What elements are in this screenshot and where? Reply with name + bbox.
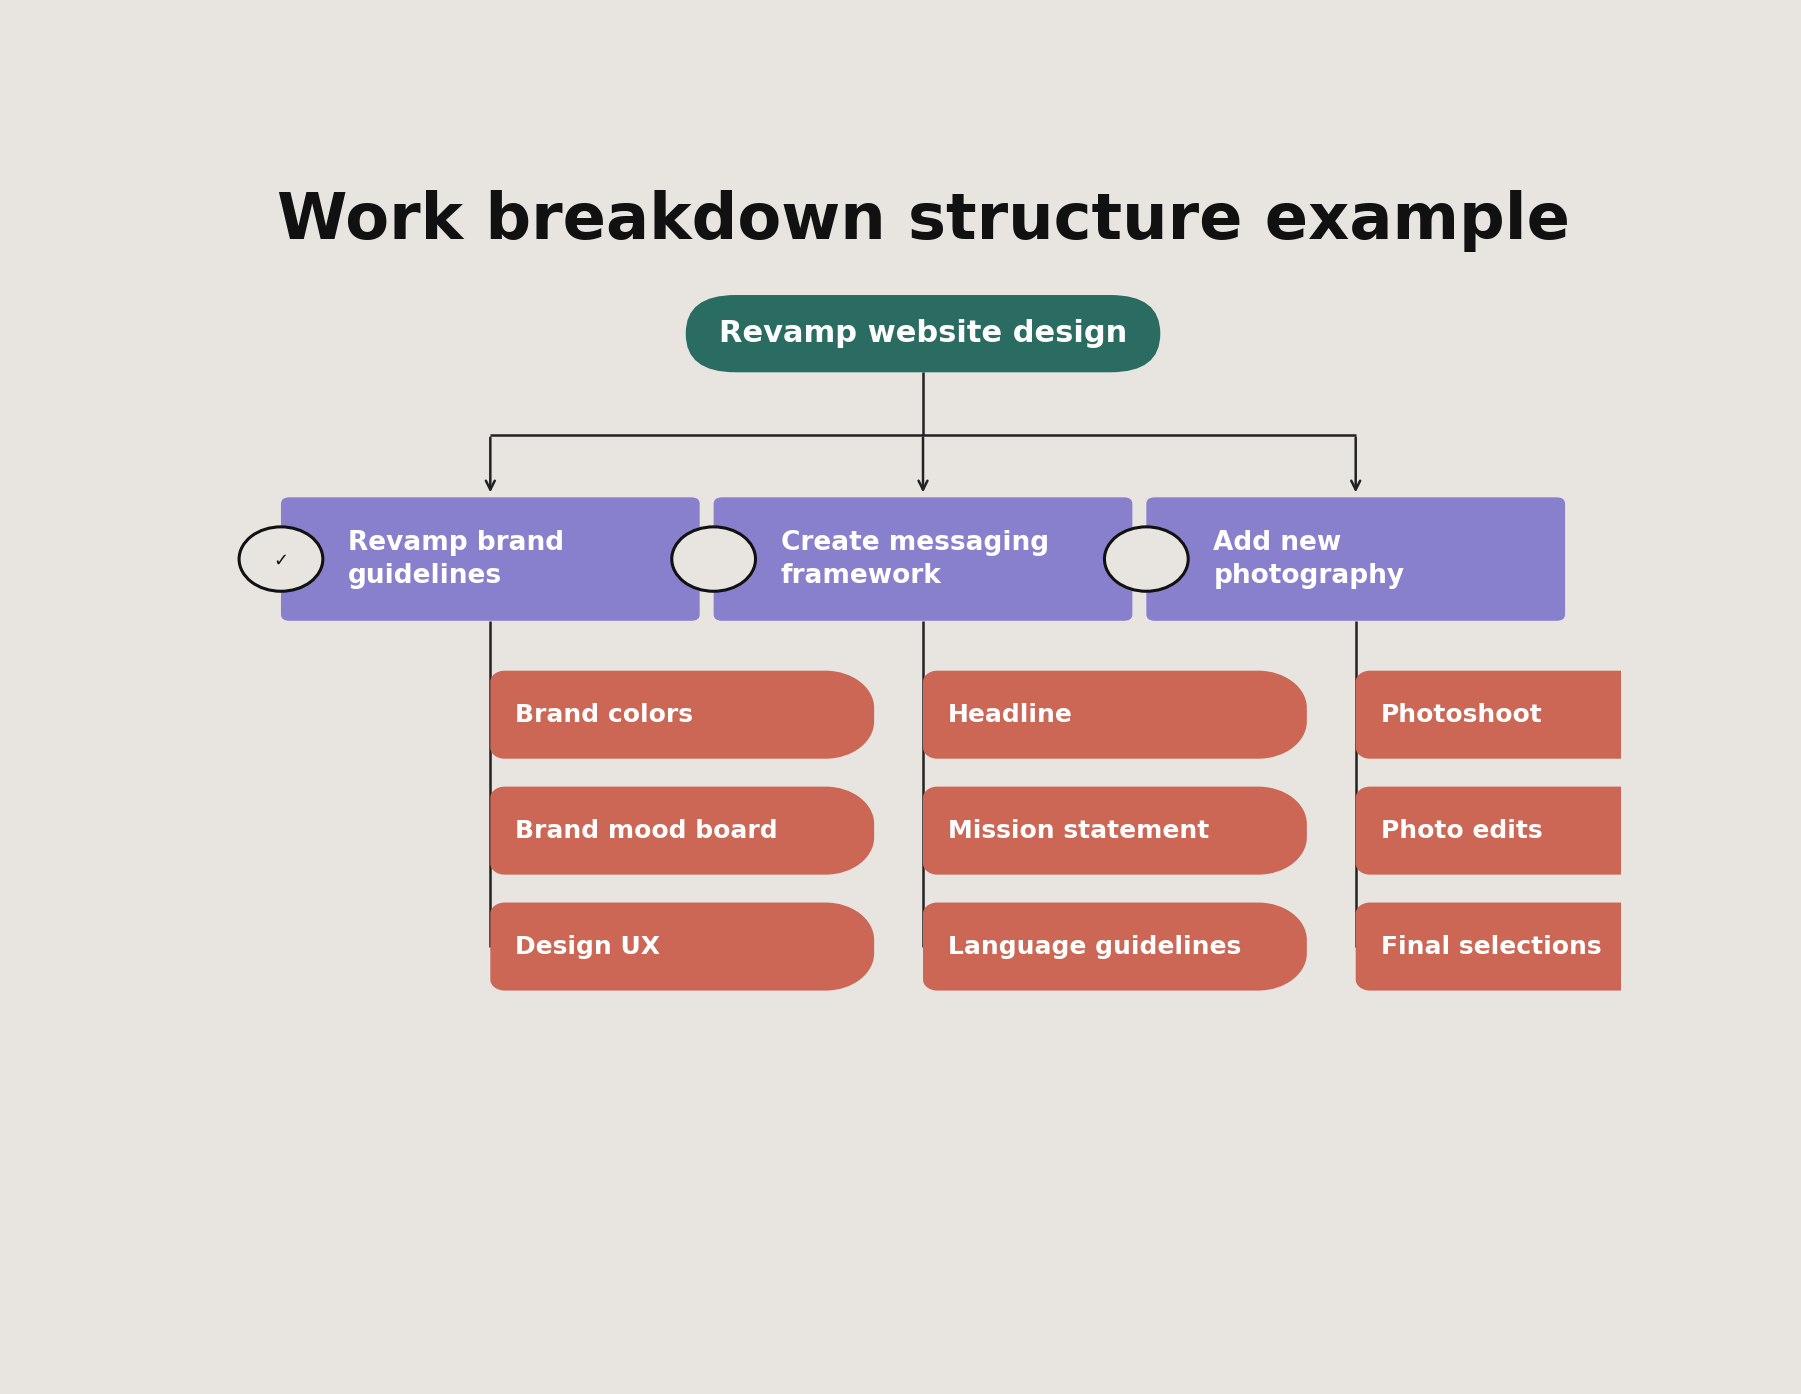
- Circle shape: [672, 527, 756, 591]
- PathPatch shape: [922, 786, 1308, 874]
- Text: Mission statement: Mission statement: [947, 818, 1210, 842]
- FancyBboxPatch shape: [1147, 498, 1565, 620]
- PathPatch shape: [1356, 902, 1740, 991]
- Text: Headline: Headline: [947, 703, 1073, 726]
- PathPatch shape: [1356, 786, 1740, 874]
- Text: Work breakdown structure example: Work breakdown structure example: [277, 190, 1569, 252]
- PathPatch shape: [1356, 671, 1740, 758]
- Text: Language guidelines: Language guidelines: [947, 934, 1241, 959]
- PathPatch shape: [490, 786, 873, 874]
- Text: Brand mood board: Brand mood board: [515, 818, 778, 842]
- Circle shape: [240, 527, 322, 591]
- Text: Final selections: Final selections: [1381, 934, 1601, 959]
- Text: Revamp brand
guidelines: Revamp brand guidelines: [348, 530, 564, 588]
- PathPatch shape: [922, 902, 1308, 991]
- Text: Create messaging
framework: Create messaging framework: [780, 530, 1048, 588]
- FancyBboxPatch shape: [686, 296, 1160, 372]
- Text: ✓: ✓: [274, 552, 288, 570]
- PathPatch shape: [490, 902, 873, 991]
- Text: Revamp website design: Revamp website design: [719, 319, 1127, 348]
- Text: Photo edits: Photo edits: [1381, 818, 1542, 842]
- Text: Design UX: Design UX: [515, 934, 661, 959]
- FancyBboxPatch shape: [281, 498, 699, 620]
- Text: Photoshoot: Photoshoot: [1381, 703, 1543, 726]
- FancyBboxPatch shape: [713, 498, 1133, 620]
- PathPatch shape: [922, 671, 1308, 758]
- PathPatch shape: [490, 671, 873, 758]
- Text: Add new
photography: Add new photography: [1214, 530, 1405, 588]
- Circle shape: [1104, 527, 1189, 591]
- Text: Brand colors: Brand colors: [515, 703, 693, 726]
